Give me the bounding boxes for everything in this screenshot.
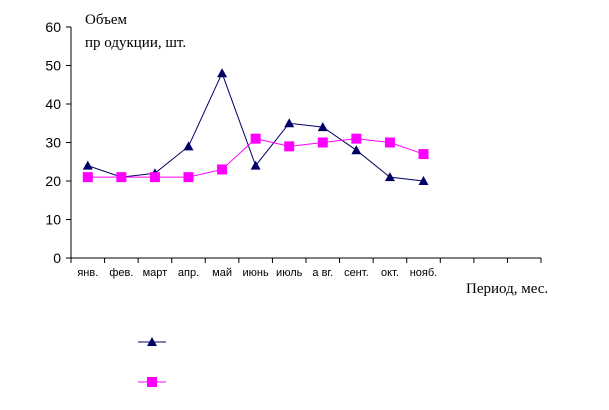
- legend-series-2-marker: [147, 377, 157, 387]
- series-2-point: [116, 172, 127, 183]
- legend: [138, 337, 166, 387]
- series-1-point: [418, 176, 429, 185]
- y-tick-label: 50: [45, 58, 61, 74]
- series-2-line: [87, 138, 424, 178]
- y-axis-ticks: 0 10 20 30 40 50 60: [45, 19, 71, 266]
- series-2-point: [217, 164, 228, 175]
- series-2-point: [317, 137, 328, 148]
- series-1-point: [384, 172, 395, 182]
- x-tick-label: апр.: [178, 267, 199, 279]
- y-tick-label: 40: [45, 96, 61, 112]
- x-tick-label: май: [212, 267, 232, 279]
- x-tick-label: а вг.: [312, 267, 333, 279]
- series-2-point: [284, 141, 295, 152]
- y-tick-label: 20: [45, 173, 61, 189]
- x-tick-label: нояб.: [410, 267, 438, 279]
- series-2-point: [149, 172, 160, 183]
- series-1-point: [351, 145, 362, 155]
- y-axis-title-line2: пр одукции, шт.: [85, 35, 186, 51]
- x-tick-label: фев.: [109, 267, 133, 279]
- y-tick-label: 30: [45, 135, 61, 151]
- series-markers: [82, 68, 429, 185]
- series-1-point: [250, 160, 261, 170]
- x-tick-label: окт.: [381, 267, 399, 279]
- series-2-point: [183, 172, 194, 183]
- series-2-point: [384, 137, 395, 148]
- y-tick-label: 0: [53, 250, 61, 266]
- series-1-point: [183, 141, 194, 151]
- chart-axes: [70, 27, 541, 259]
- series-2-point: [82, 172, 93, 183]
- x-tick-label: март: [143, 267, 168, 279]
- series-1-point: [217, 68, 228, 78]
- y-tick-label: 60: [45, 19, 61, 35]
- series-2-point: [418, 149, 429, 160]
- x-axis-ticks: янв. фев. март апр. май июнь июль а вг. сент. окт…: [70, 258, 542, 279]
- y-axis-title-line1: Объем: [85, 12, 128, 28]
- x-tick-label: сент.: [344, 267, 369, 279]
- legend-series-1-marker: [147, 337, 157, 346]
- series-1-point: [82, 160, 93, 170]
- series-1-point: [317, 122, 328, 132]
- y-tick-label: 10: [45, 212, 61, 228]
- series-1-point: [284, 118, 295, 128]
- x-tick-label: июнь: [243, 267, 269, 279]
- series-2-point: [351, 133, 362, 144]
- x-axis-title: Период, мес.: [466, 281, 548, 297]
- x-tick-label: янв.: [77, 267, 98, 279]
- x-tick-label: июль: [276, 267, 303, 279]
- series-2-point: [250, 133, 261, 144]
